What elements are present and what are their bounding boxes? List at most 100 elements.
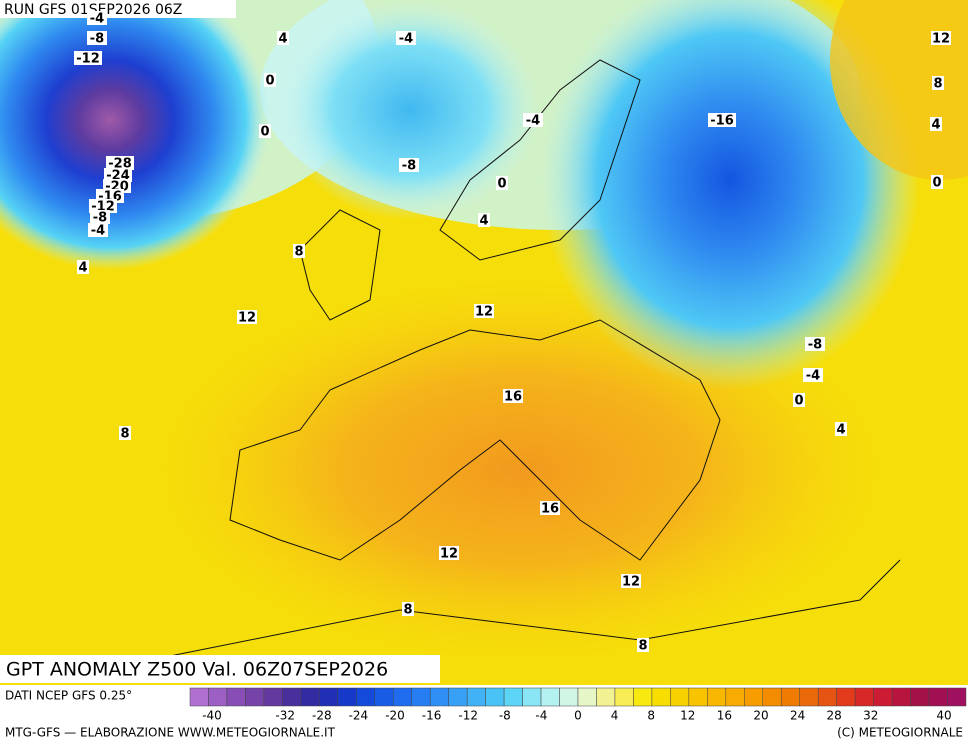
contour-label: -4 (91, 224, 105, 239)
colorbar-label: 16 (717, 709, 732, 723)
colorbar-label: -16 (422, 709, 442, 723)
contour-label: 4 (479, 214, 488, 229)
label-box (708, 113, 736, 127)
colorbar-swatch (282, 687, 302, 707)
contour-label: -12 (76, 52, 100, 67)
label-box (805, 337, 825, 351)
contour-label: 8 (933, 77, 942, 92)
colorbar-label: -24 (349, 709, 369, 723)
contour-label: -16 (710, 114, 734, 129)
colorbar-swatch (485, 687, 505, 707)
colorbar-swatch (707, 687, 727, 707)
contour-label: 12 (932, 32, 950, 47)
credit: MTG-GFS — ELABORAZIONE WWW.METEOGIORNALE… (5, 726, 336, 740)
contour-label: 12 (440, 547, 458, 562)
colorbar-label: -40 (202, 709, 222, 723)
contour-label: 12 (238, 311, 256, 326)
contour-label: -4 (90, 12, 104, 27)
colorbar-swatch (263, 687, 283, 707)
contour-label: 4 (836, 423, 845, 438)
contour-label: 0 (260, 125, 269, 140)
contour-label: 8 (294, 245, 303, 260)
label-box (259, 124, 271, 138)
colorbar-swatch (836, 687, 856, 707)
colorbar-label: -12 (458, 709, 478, 723)
colorbar-swatch (245, 687, 265, 707)
colorbar-swatch (651, 687, 671, 707)
label-box (793, 393, 805, 407)
contour-label: 0 (497, 177, 506, 192)
copyright: (C) METEOGIORNALE (837, 726, 963, 740)
colorbar-label: -32 (275, 709, 295, 723)
colorbar-label: -8 (499, 709, 511, 723)
colorbar-label: -4 (535, 709, 547, 723)
colorbar-swatch (633, 687, 653, 707)
label-box (74, 51, 102, 65)
title-box (0, 655, 440, 683)
label-box (104, 168, 132, 182)
label-box (523, 113, 543, 127)
colorbar-swatch (688, 687, 708, 707)
colorbar-swatch (374, 687, 394, 707)
contour-label: 0 (932, 176, 941, 191)
colorbar-swatch (762, 687, 782, 707)
label-box (931, 31, 951, 45)
run-label: RUN GFS 01SEP2026 06Z (4, 2, 182, 18)
colorbar-label: -20 (385, 709, 405, 723)
label-box (478, 213, 490, 227)
colorbar-label: 0 (574, 709, 582, 723)
label-box (496, 176, 508, 190)
colorbar-swatch (522, 687, 542, 707)
contour-label: 0 (265, 74, 274, 89)
label-box (106, 156, 134, 170)
colorbar-swatch (596, 687, 616, 707)
colorbar-swatch (411, 687, 431, 707)
label-box (637, 638, 649, 652)
colorbar-swatch (503, 687, 523, 707)
coastline (149, 59, 901, 661)
label-box (90, 210, 110, 224)
label-box (119, 426, 131, 440)
contour-label: -8 (808, 338, 822, 353)
contour-label: -4 (526, 114, 540, 129)
source: DATI NCEP GFS 0.25° (5, 689, 132, 703)
colorbar-swatch (928, 687, 948, 707)
colorbar-label: 28 (827, 709, 842, 723)
label-box (77, 260, 89, 274)
label-box (503, 389, 523, 403)
low-anomaly (0, 0, 270, 270)
colorbar-swatch (744, 687, 764, 707)
contour-label: 8 (638, 639, 647, 654)
colorbar-swatch (300, 687, 320, 707)
colorbar-label: 12 (680, 709, 695, 723)
colorbar-swatch (540, 687, 560, 707)
contour-label: 8 (120, 427, 129, 442)
colorbar-label: 32 (863, 709, 878, 723)
colorbar-swatch (577, 687, 597, 707)
contour-label: -4 (806, 369, 820, 384)
colorbar-swatch (208, 687, 228, 707)
colorbar-swatch (356, 687, 376, 707)
label-box (932, 76, 944, 90)
colorbar-swatch (947, 687, 967, 707)
contour-label: 4 (931, 118, 940, 133)
contour-label: -8 (90, 32, 104, 47)
run-box (0, 0, 236, 18)
colorbar-swatch (392, 687, 412, 707)
label-box (540, 501, 560, 515)
label-box (237, 310, 257, 324)
colorbar-swatch (429, 687, 449, 707)
contour-label: -8 (402, 159, 416, 174)
colorbar-swatch (448, 687, 468, 707)
colorbar-swatch (319, 687, 339, 707)
colorbar-swatch (614, 687, 634, 707)
label-box (621, 574, 641, 588)
label-box (264, 73, 276, 87)
contour-label: 4 (78, 261, 87, 276)
label-box (930, 117, 942, 131)
colorbar-swatch (910, 687, 930, 707)
colorbar-swatch (559, 687, 579, 707)
contour-label: 12 (622, 575, 640, 590)
